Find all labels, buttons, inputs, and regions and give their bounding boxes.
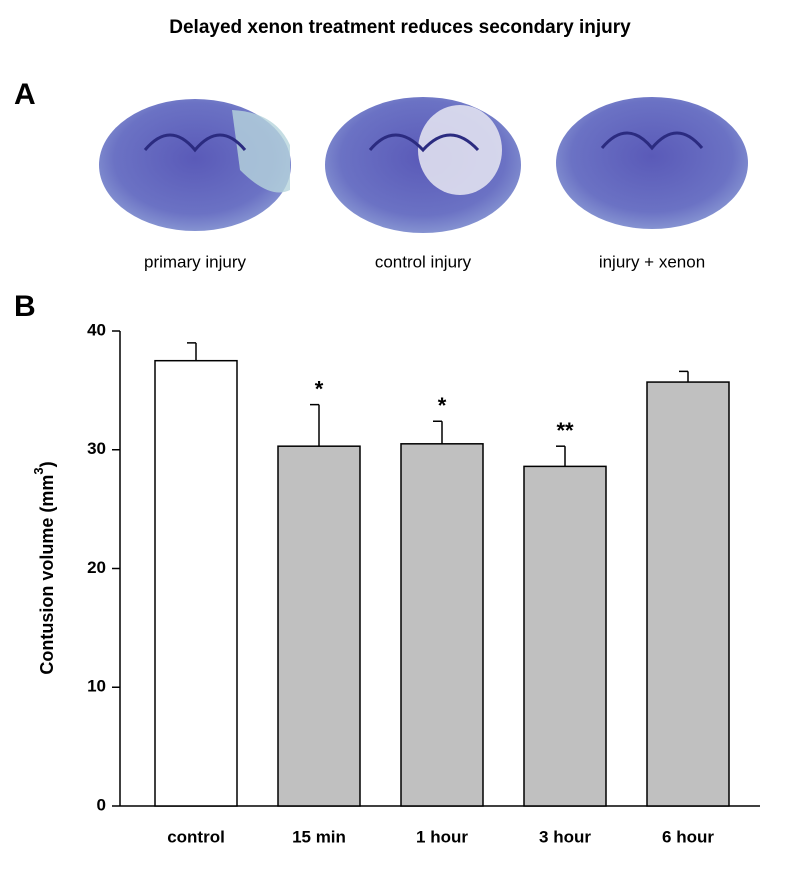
panel-label: B [14, 290, 36, 323]
significance-label: * [315, 376, 324, 401]
brain-image [556, 97, 748, 229]
significance-label: * [438, 393, 447, 418]
bar [523, 465, 607, 807]
brain-image [99, 99, 291, 231]
x-tick-label: control [167, 827, 225, 846]
panel-label: A [14, 78, 36, 111]
image-caption: primary injury [144, 252, 247, 271]
y-tick-label: 40 [87, 320, 106, 339]
image-caption: injury + xenon [599, 252, 705, 271]
bar [400, 443, 484, 807]
y-axis-label: Contusion volume (mm3) [31, 461, 56, 674]
y-tick-label: 10 [87, 677, 106, 696]
significance-label: ** [556, 418, 574, 443]
bar [277, 445, 361, 807]
x-tick-label: 3 hour [539, 827, 591, 846]
x-tick-label: 6 hour [662, 827, 714, 846]
bar [154, 359, 238, 807]
image-caption: control injury [375, 252, 472, 271]
bar [646, 381, 730, 807]
y-tick-label: 0 [97, 795, 106, 814]
title: Delayed xenon treatment reduces secondar… [169, 17, 631, 38]
brain-image [325, 97, 521, 233]
x-tick-label: 15 min [292, 827, 346, 846]
y-tick-label: 20 [87, 558, 106, 577]
x-tick-label: 1 hour [416, 827, 468, 846]
y-tick-label: 30 [87, 439, 106, 458]
